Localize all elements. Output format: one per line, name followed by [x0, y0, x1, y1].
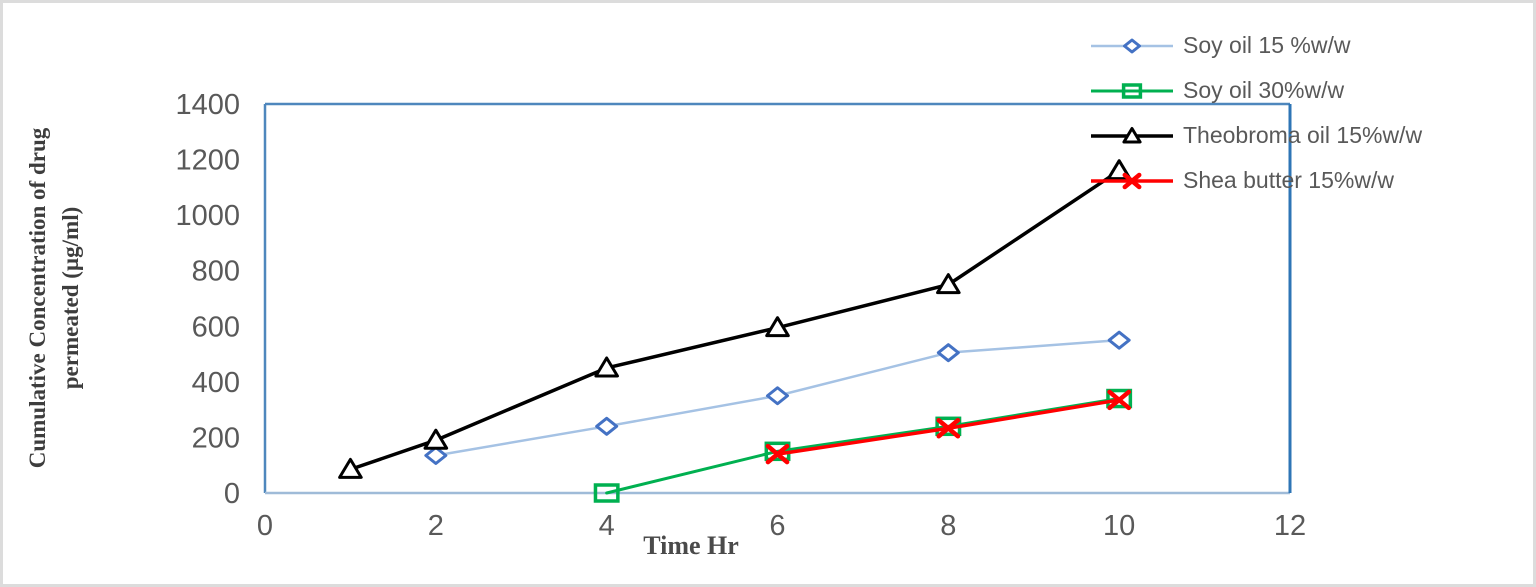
legend-marker-shape	[1121, 82, 1143, 99]
y-axis-title-line1: Cumulative Concentration of drug	[25, 127, 50, 469]
plot-area: 0 200 400 600 800 1000 1200 1400 0 2 4 6 8 10 12	[175, 89, 1306, 542]
data-point-soy-oil-30-w-w-10hr	[1106, 388, 1133, 409]
x-axis-tick-label: 10	[1103, 510, 1135, 542]
data-point-soy-oil-15-w-w-2hr	[424, 445, 448, 465]
data-point-theobroma-oil-15-w-w-2hr	[423, 428, 449, 450]
legend-item-shea-butter-15: Shea butter 15%w/w	[1089, 158, 1422, 203]
x-axis-title: Time Hr	[643, 531, 739, 560]
x-axis-tick-label: 4	[599, 510, 615, 542]
data-point-shea-butter-15-w-w-10hr	[1107, 389, 1132, 411]
x-axis-tick-label: 12	[1274, 510, 1306, 542]
x-axis-tick-label: 6	[769, 510, 785, 542]
legend-diamond-marker-icon	[1089, 32, 1175, 60]
series-line-theobroma-oil-15-w-w	[348, 168, 1121, 472]
legend: Soy oil 15 %w/w Soy oil 30%w/w Theobroma…	[1089, 23, 1422, 203]
legend-label: Soy oil 15 %w/w	[1183, 32, 1351, 58]
legend-item-soy-oil-30: Soy oil 30%w/w	[1089, 68, 1422, 113]
y-axis-tick-label: 600	[192, 311, 240, 343]
legend-triangle-marker-icon	[1089, 122, 1175, 150]
data-point-theobroma-oil-15-w-w-8hr	[936, 273, 961, 295]
legend-marker-shape	[1122, 172, 1142, 189]
x-axis-tick-label: 2	[428, 510, 444, 542]
y-axis-tick-label: 800	[192, 256, 240, 288]
data-point-soy-oil-15-w-w-6hr	[766, 386, 789, 406]
data-point-soy-oil-30-w-w-4hr	[593, 483, 620, 503]
y-axis-title: Cumulative Concentration of drug permeat…	[21, 18, 87, 578]
y-axis-tick-label: 200	[192, 422, 240, 454]
legend-marker-shape	[1123, 38, 1141, 53]
x-axis-tick-label: 0	[257, 510, 273, 542]
legend-label: Soy oil 30%w/w	[1183, 77, 1345, 103]
y-axis-tick-label: 1000	[175, 200, 240, 232]
y-axis-tick-label: 1200	[175, 145, 240, 177]
legend-square-marker-icon	[1089, 77, 1175, 105]
legend-item-soy-oil-15: Soy oil 15 %w/w	[1089, 23, 1422, 68]
data-point-shea-butter-15-w-w-8hr	[936, 418, 961, 439]
x-axis-tick-label: 8	[940, 510, 956, 542]
legend-marker-shape	[1122, 126, 1142, 143]
data-point-shea-butter-15-w-w-6hr	[765, 443, 790, 465]
data-point-soy-oil-15-w-w-10hr	[1107, 330, 1131, 350]
data-point-theobroma-oil-15-w-w-1hr	[338, 457, 363, 479]
legend-item-theobroma-oil-15: Theobroma oil 15%w/w	[1089, 113, 1422, 158]
data-point-theobroma-oil-15-w-w-6hr	[765, 316, 790, 338]
legend-x-marker-icon	[1089, 167, 1175, 195]
data-point-theobroma-oil-15-w-w-4hr	[594, 356, 619, 378]
data-point-soy-oil-15-w-w-8hr	[936, 343, 960, 363]
y-axis-tick-label: 400	[192, 367, 240, 399]
data-point-soy-oil-15-w-w-4hr	[595, 416, 619, 436]
y-axis-tick-label: 1400	[175, 89, 240, 121]
y-axis-tick-label: 0	[224, 478, 240, 510]
legend-label: Shea butter 15%w/w	[1183, 167, 1394, 193]
legend-label: Theobroma oil 15%w/w	[1183, 122, 1423, 148]
y-axis-title-line2: permeated (µg/ml)	[58, 206, 83, 390]
